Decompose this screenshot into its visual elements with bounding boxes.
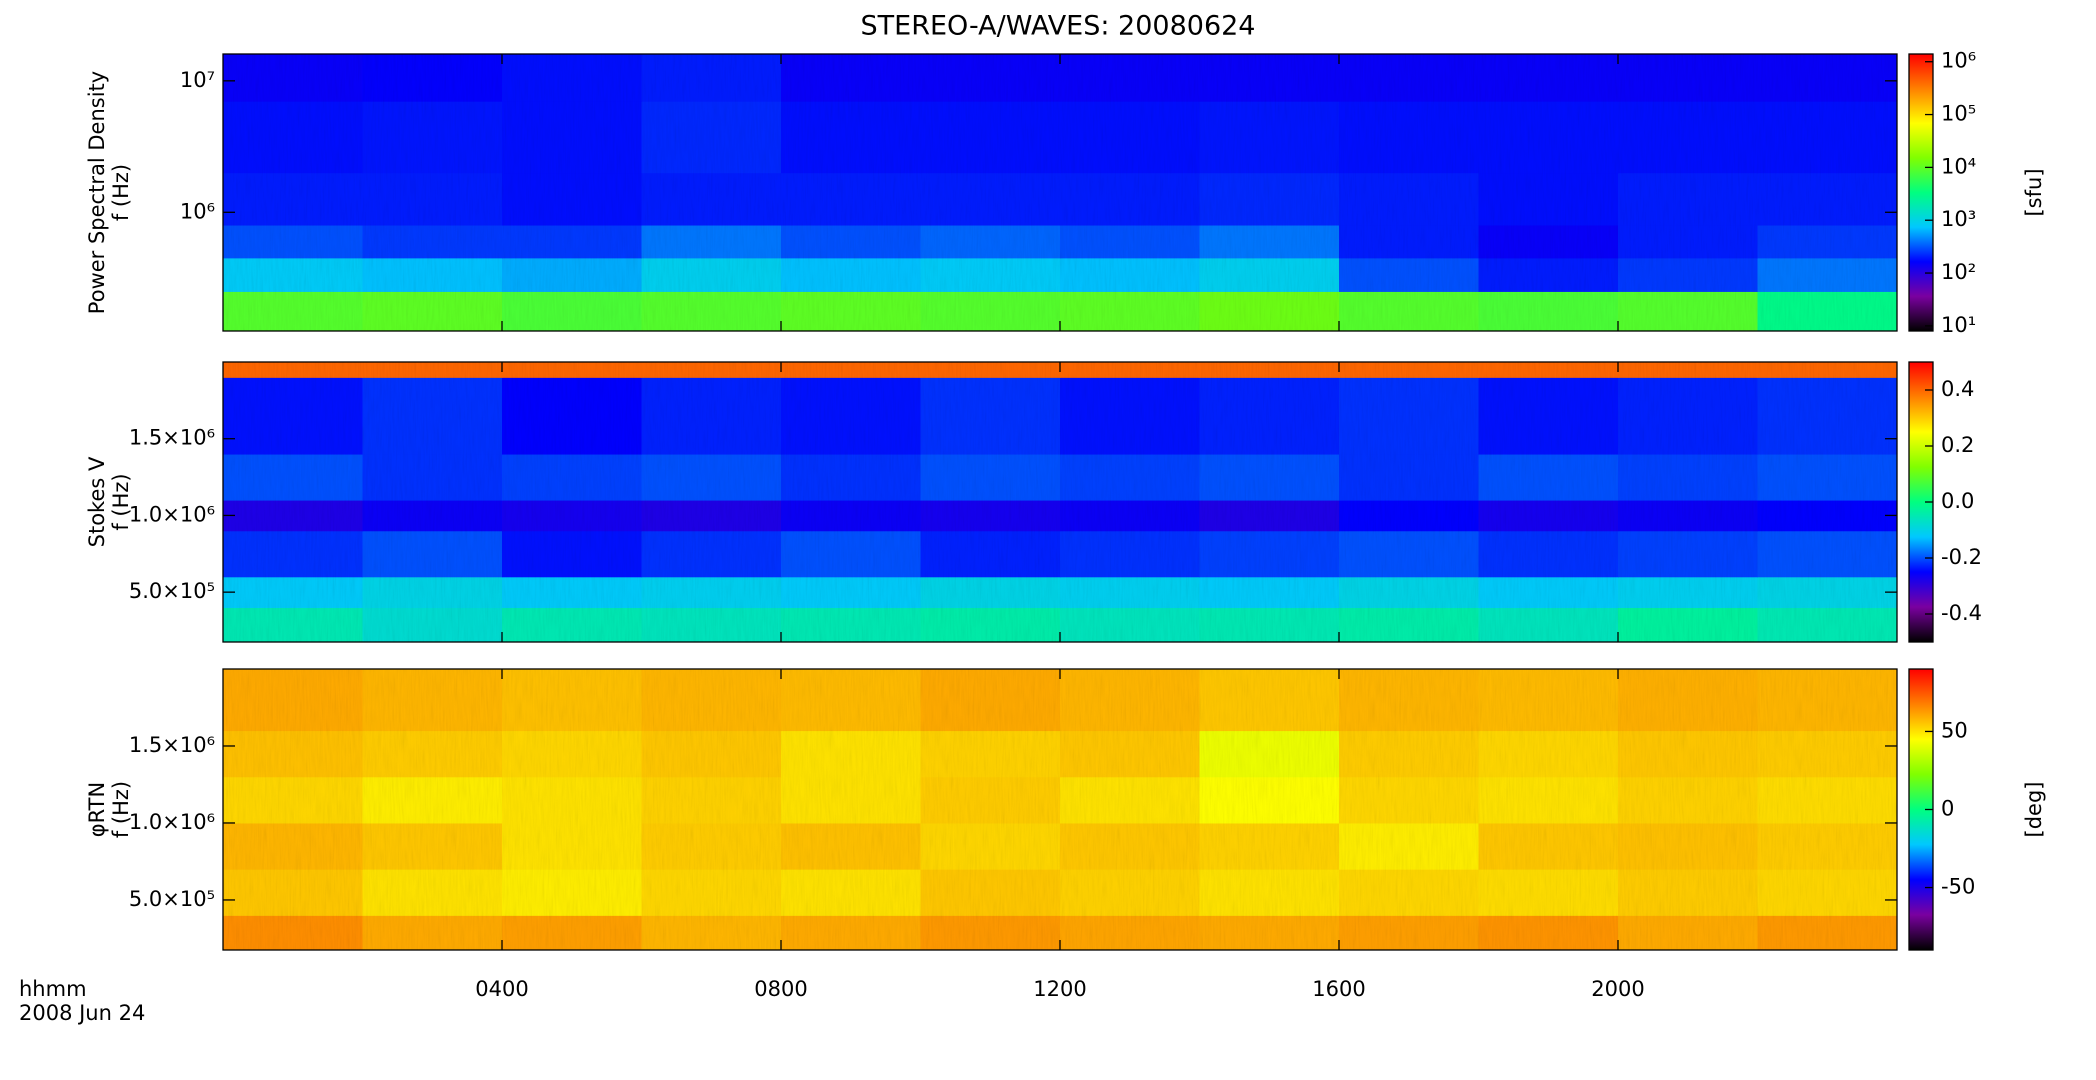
y-axis-label: φRTN bbox=[85, 782, 109, 837]
colorbar-tick-label: 0.4 bbox=[1941, 377, 1974, 401]
colorbar-tick-label: 0.0 bbox=[1941, 489, 1974, 513]
colorbar-tick-label: 50 bbox=[1941, 718, 1968, 742]
colorbar-tick-label: 10⁵ bbox=[1941, 102, 1976, 126]
y-axis-label: Stokes V bbox=[85, 456, 109, 547]
colorbar-tick-label: -0.2 bbox=[1941, 545, 1982, 569]
colorbar-tick-label: 10¹ bbox=[1941, 313, 1976, 337]
y-axis-label: f (Hz) bbox=[109, 164, 133, 221]
y-tick-label: 10⁶ bbox=[180, 199, 215, 223]
y-tick-label: 5.0×10⁵ bbox=[129, 579, 215, 603]
colorbar-tick-label: 10³ bbox=[1941, 207, 1976, 231]
y-tick-label: 1.0×10⁶ bbox=[129, 502, 215, 526]
texture bbox=[223, 669, 1897, 950]
y-tick-label: 1.5×10⁶ bbox=[129, 426, 215, 450]
x-tick-label: 1200 bbox=[1033, 977, 1086, 1001]
y-axis-label: f (Hz) bbox=[109, 473, 133, 530]
colorbar bbox=[1908, 53, 1934, 332]
y-axis-label: f (Hz) bbox=[109, 781, 133, 838]
colorbar-tick-label: 10² bbox=[1941, 260, 1976, 284]
y-tick-label: 1.5×10⁶ bbox=[129, 733, 215, 757]
texture bbox=[223, 54, 1897, 331]
x-tick-label: 0400 bbox=[475, 977, 528, 1001]
figure-title: STEREO-A/WAVES: 20080624 bbox=[861, 11, 1256, 42]
colorbar-label: [sfu] bbox=[2022, 168, 2046, 216]
y-tick-label: 5.0×10⁵ bbox=[129, 887, 215, 911]
texture bbox=[223, 362, 1897, 642]
x-tick-label: 1600 bbox=[1312, 977, 1365, 1001]
colorbar-label: [deg] bbox=[2022, 782, 2046, 838]
y-tick-label: 1.0×10⁶ bbox=[129, 810, 215, 834]
y-tick-label: 10⁷ bbox=[180, 68, 215, 92]
time-label: hhmm bbox=[19, 977, 87, 1001]
x-tick-label: 2000 bbox=[1591, 977, 1644, 1001]
colorbar-tick-label: -0.4 bbox=[1941, 601, 1982, 625]
colorbar-tick-label: 10⁶ bbox=[1941, 49, 1976, 73]
x-tick-label: 0800 bbox=[754, 977, 807, 1001]
colorbar-tick-label: 10⁴ bbox=[1941, 154, 1976, 178]
colorbar-tick-label: 0.2 bbox=[1941, 433, 1974, 457]
colorbar-tick-label: -50 bbox=[1941, 875, 1975, 899]
y-axis-label: Power Spectral Density bbox=[85, 71, 109, 314]
colorbar-tick-label: 0 bbox=[1941, 797, 1954, 821]
date-label: 2008 Jun 24 bbox=[19, 1001, 145, 1025]
